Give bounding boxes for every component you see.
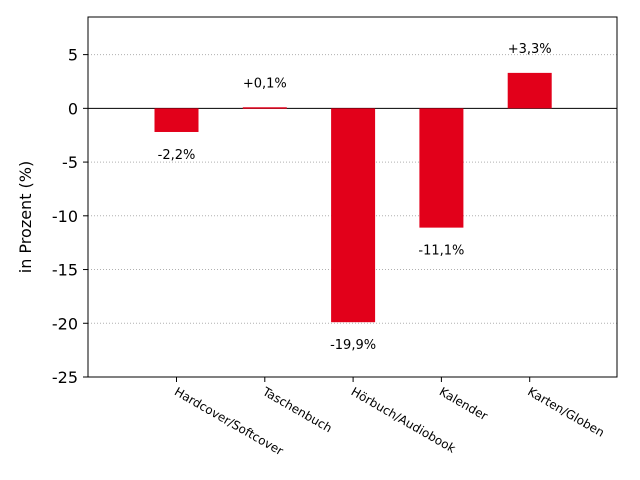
x-tick-label: Taschenbuch (259, 384, 334, 435)
y-tick-label: 5 (68, 46, 78, 65)
data-label: +3,3% (508, 42, 552, 57)
bar (419, 108, 464, 228)
data-label: -19,9% (330, 338, 376, 353)
y-tick-label: -20 (52, 314, 78, 333)
y-tick-label: 0 (68, 99, 78, 118)
y-tick-label: -5 (62, 153, 78, 172)
data-labels: -2,2% +0,1% -19,9% -11,1% +3,3% (158, 42, 552, 353)
y-ticks: 5 0 -5 -10 -15 -20 -25 (52, 46, 88, 387)
bar (331, 108, 376, 323)
y-tick-label: -15 (52, 261, 78, 280)
y-axis-label: in Prozent (%) (16, 161, 35, 273)
bar (507, 72, 552, 109)
bar (154, 108, 199, 132)
plot-frame (87, 16, 618, 378)
y-tick-label: -10 (52, 207, 78, 226)
bars (154, 72, 552, 323)
x-tick-label: Kalender (437, 384, 490, 423)
data-label: -2,2% (158, 148, 196, 163)
y-tick-label: -25 (52, 368, 78, 387)
data-label: +0,1% (243, 76, 287, 91)
data-label: -11,1% (418, 244, 464, 259)
x-tick-label: Karten/Globen (525, 384, 607, 439)
bar (242, 107, 287, 109)
